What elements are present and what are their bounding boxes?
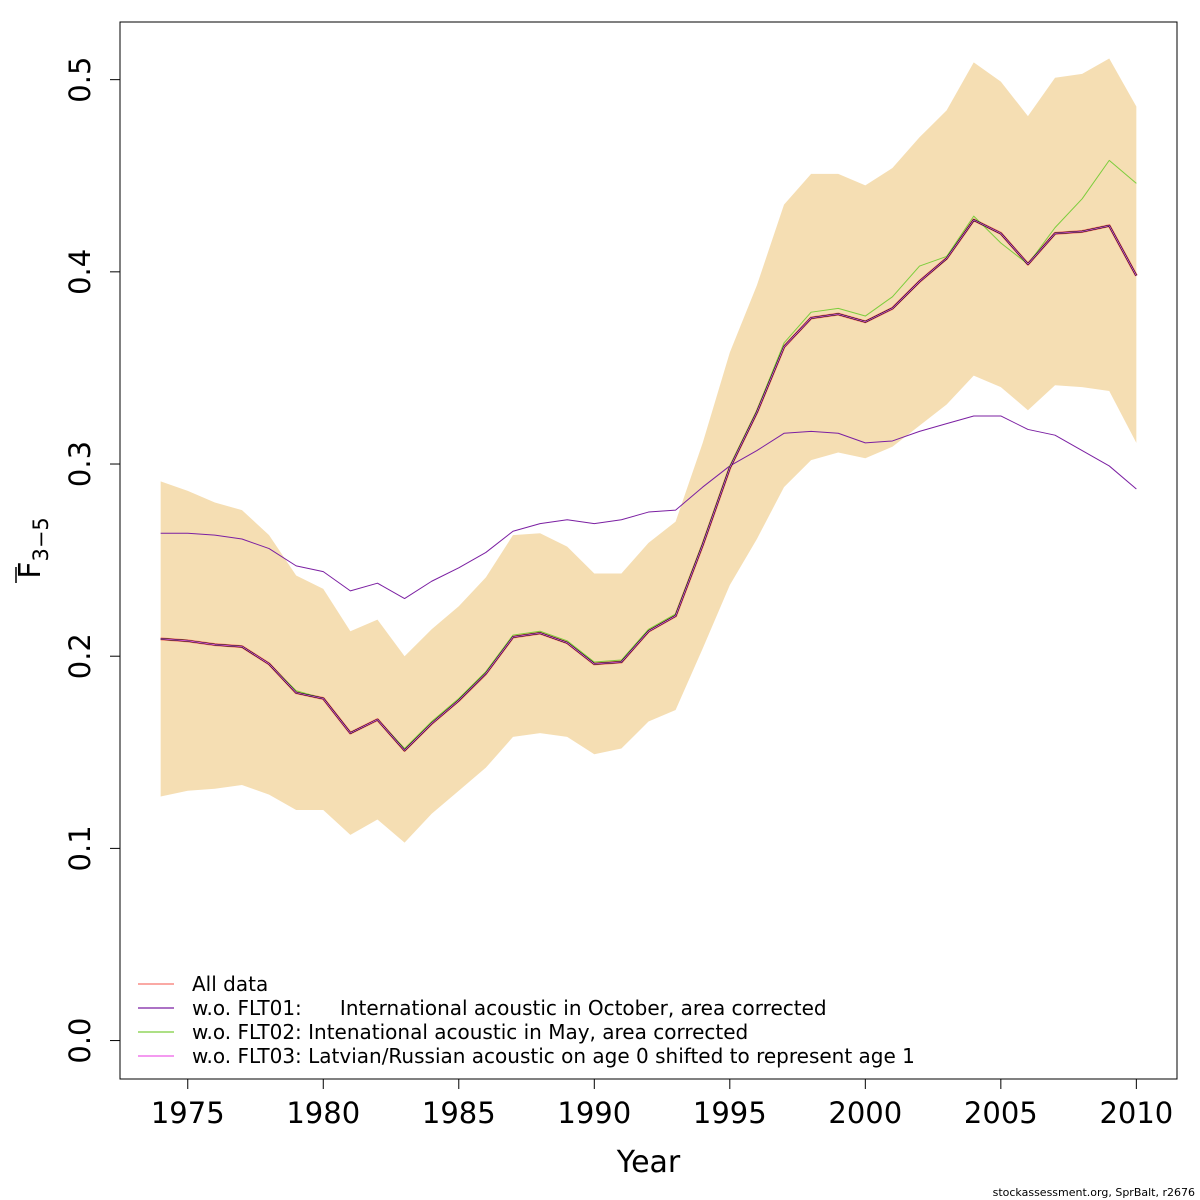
credit-text: stockassessment.org, SprBalt, r2676 xyxy=(993,1186,1195,1199)
series-line-1 xyxy=(160,415,1137,600)
x-tick-label: 2005 xyxy=(964,1096,1038,1130)
series-layer xyxy=(160,159,1138,752)
x-tick-label: 1980 xyxy=(286,1096,360,1130)
confidence-band-layer xyxy=(160,58,1137,843)
series-line-3-overlay xyxy=(160,219,1137,751)
y-axis: 0.0 0.1 0.2 0.3 0.4 0.5 xyxy=(63,57,121,1064)
legend-label-3: w.o. FLT03: Latvian/Russian acoustic on … xyxy=(192,1044,915,1068)
x-tick-label: 1985 xyxy=(422,1096,496,1130)
confidence-band xyxy=(160,58,1137,843)
y-tick-label: 0.0 xyxy=(63,1018,97,1064)
legend-label-1: w.o. FLT01: International acoustic in Oc… xyxy=(192,996,827,1020)
y-axis-title-main: F3−5 xyxy=(13,517,53,579)
x-tick-label: 2000 xyxy=(828,1096,902,1130)
legend-label-2: w.o. FLT02: Intenational acoustic in May… xyxy=(192,1020,748,1044)
y-tick-label: 0.5 xyxy=(63,57,97,103)
y-tick-label: 0.1 xyxy=(63,825,97,871)
legend-label-0: All data xyxy=(192,972,268,996)
x-tick-label: 2010 xyxy=(1099,1096,1173,1130)
y-tick-label: 0.2 xyxy=(63,633,97,679)
y-tick-label: 0.3 xyxy=(63,441,97,487)
x-tick-label: 1990 xyxy=(557,1096,631,1130)
x-tick-label: 1995 xyxy=(693,1096,767,1130)
y-axis-title-subscript: 3−5 xyxy=(29,517,53,561)
x-axis-title: Year xyxy=(616,1145,681,1180)
y-tick-label: 0.4 xyxy=(63,249,97,295)
x-axis: 1975 1980 1985 1990 1995 2000 2005 2010 xyxy=(151,1078,1173,1130)
y-axis-title-symbol: F xyxy=(13,562,48,579)
x-tick-label: 1975 xyxy=(151,1096,225,1130)
y-axis-title: F3−5 xyxy=(13,517,53,583)
